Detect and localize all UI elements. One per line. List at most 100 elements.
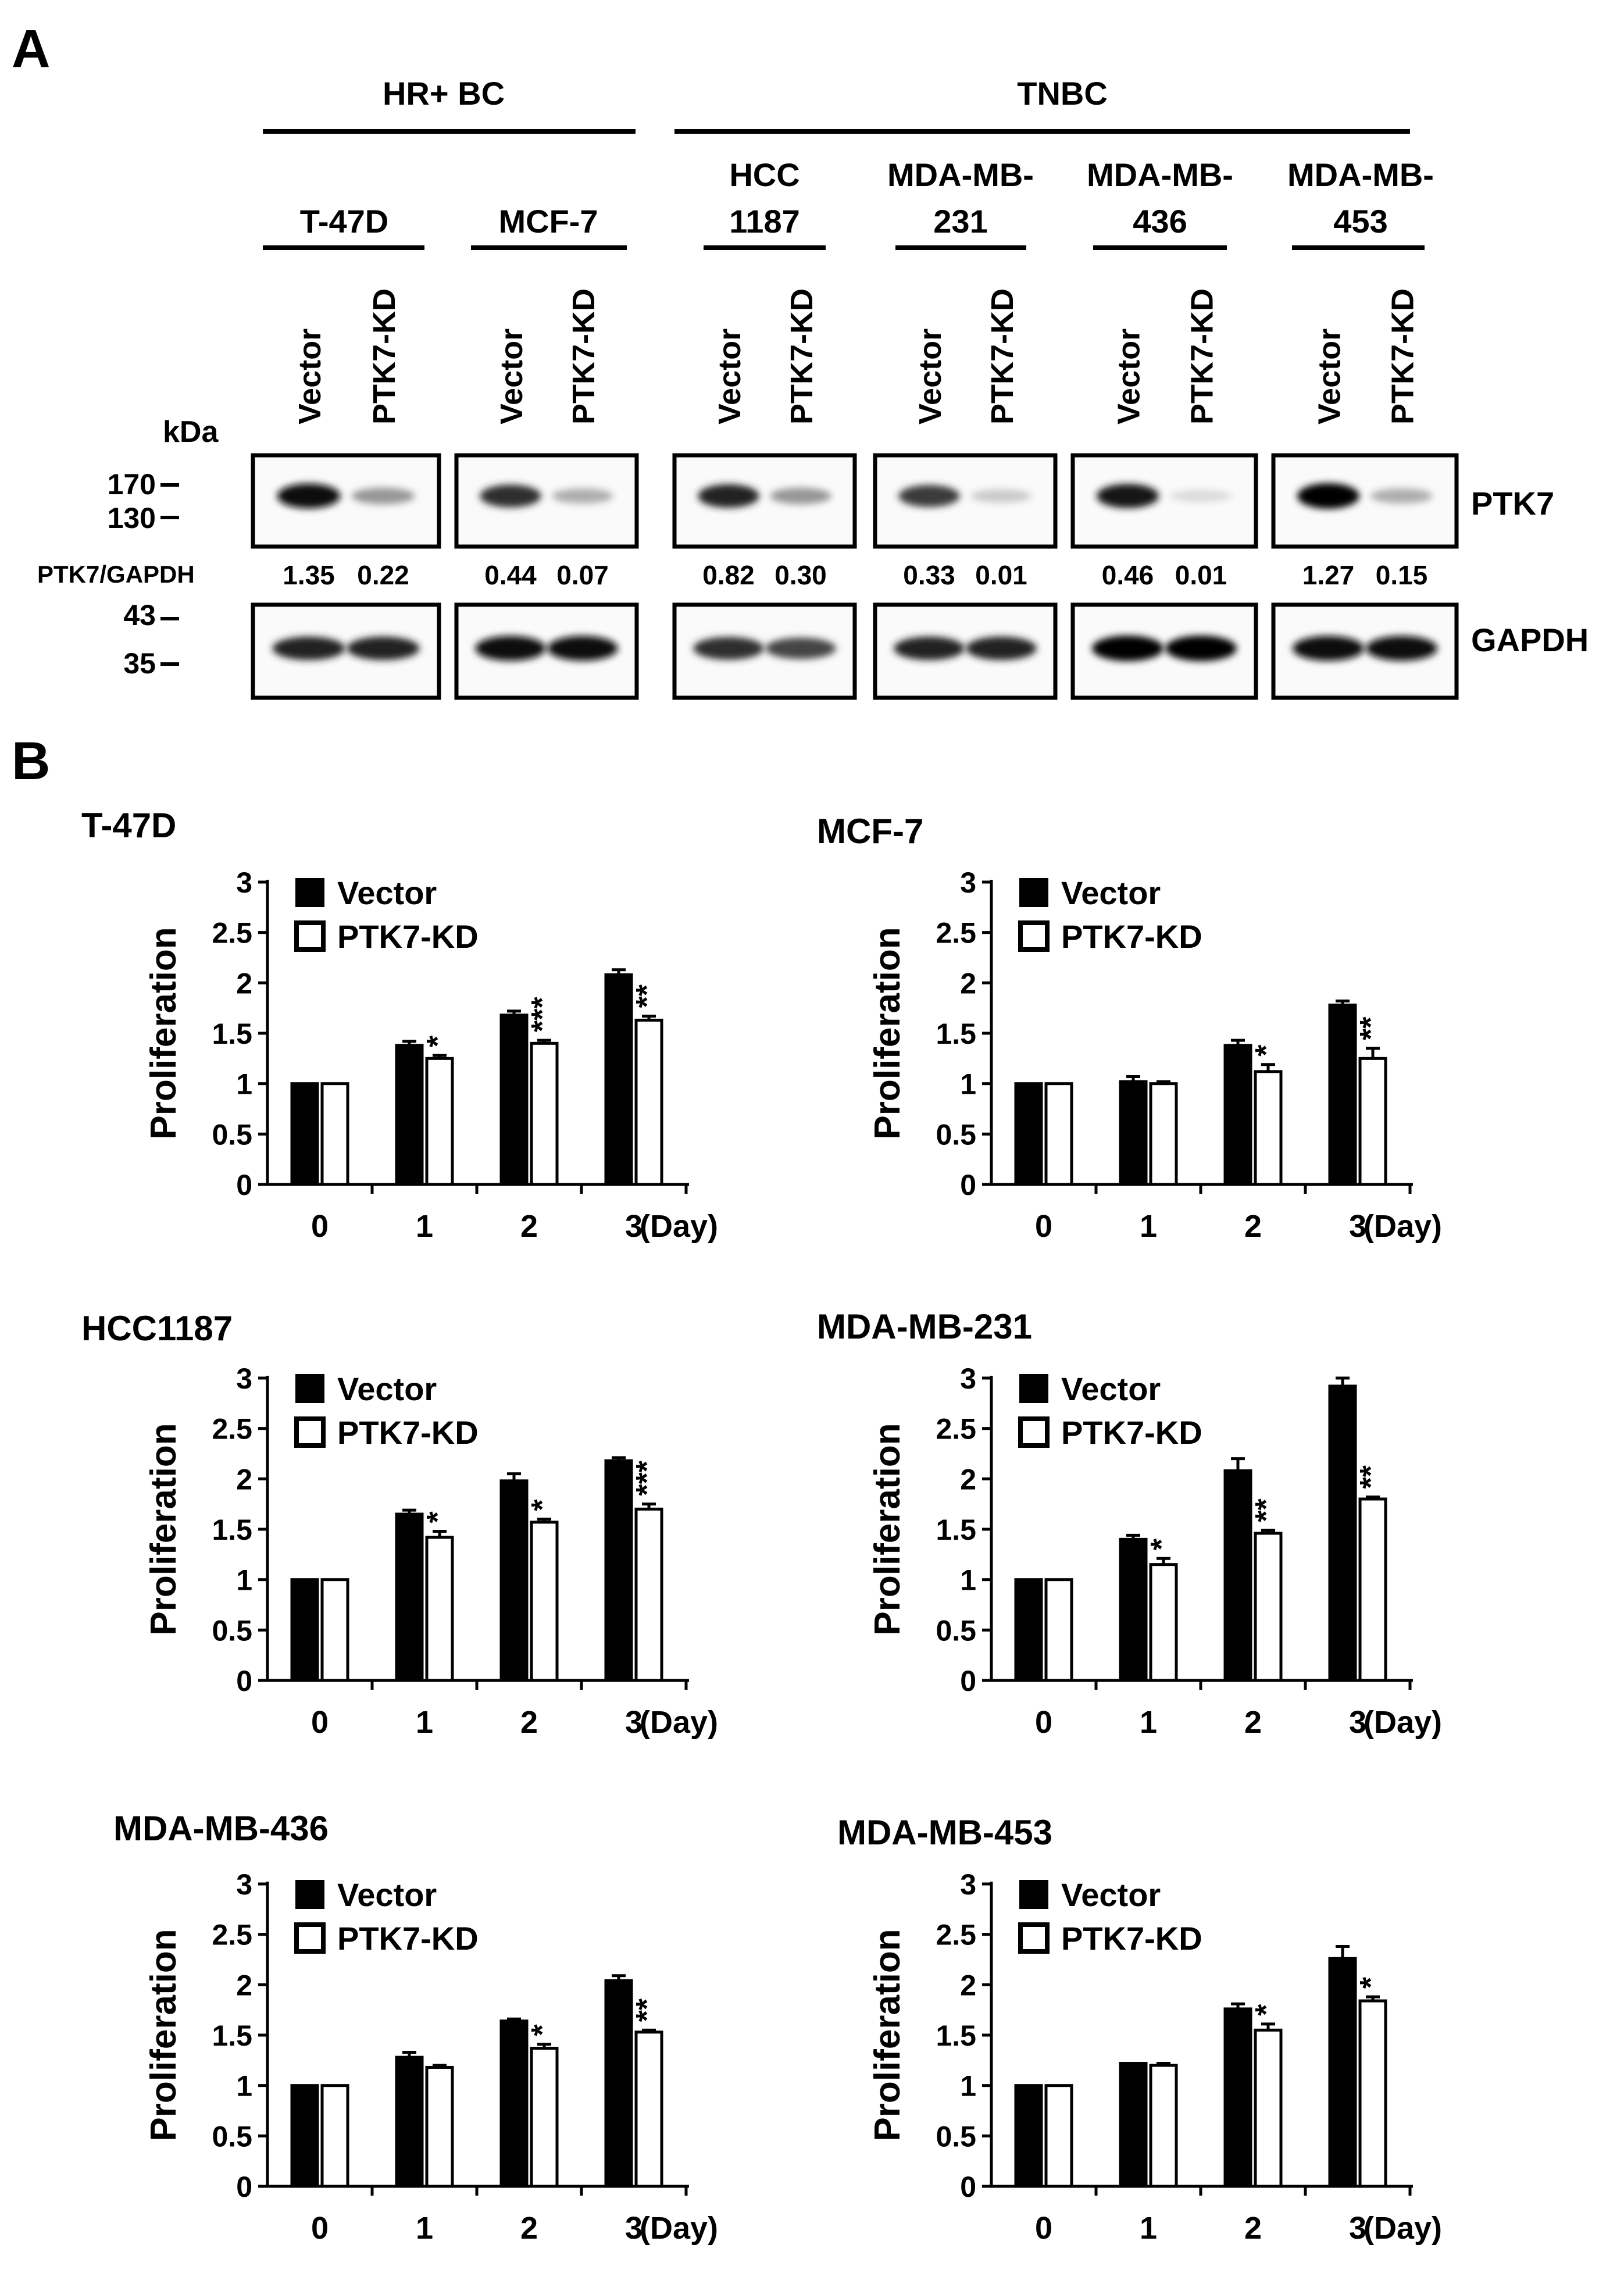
legend-label-ptk7-kd: PTK7-KD xyxy=(1061,918,1202,955)
bar-vector xyxy=(604,1979,633,2188)
cell-line-label-mdamb231-line1: MDA-MB- xyxy=(887,156,1034,193)
ptk7-blot-box xyxy=(1070,453,1258,549)
bar-chart: MDA-MB-231 0 0.5 1 1.5 2 2.5 3 Proliferation 0 * 1 *… xyxy=(817,1307,1442,1740)
band-label-ptk7: PTK7 xyxy=(1471,485,1554,522)
ptk7-band-vector xyxy=(277,483,341,509)
legend-swatch-vector xyxy=(1019,878,1048,907)
y-tick-label: 1 xyxy=(236,1564,252,1597)
panel-a: A HR+ BC TNBC T-47D MCF-7 HCC 1187 MDA-M… xyxy=(12,19,1589,700)
bar-vector xyxy=(1119,1537,1148,1682)
bar-charts: T-47D00.511.522.53Proliferation0*1***2**… xyxy=(81,806,1442,2246)
y-tick-label: 1 xyxy=(960,1564,976,1597)
legend-swatch-ptk7-kd xyxy=(294,1922,326,1954)
legend-label-ptk7-kd: PTK7-KD xyxy=(337,918,479,955)
y-tick-label: 1 xyxy=(960,2070,976,2103)
bar-ptk7-kd xyxy=(320,1082,349,1186)
ratio-value-ptk7-kd: 0.07 xyxy=(556,560,609,590)
panel-b-label: B xyxy=(12,731,50,791)
legend-label-vector: Vector xyxy=(337,1371,437,1407)
legend-label-vector: Vector xyxy=(1061,875,1161,911)
bar-vector xyxy=(1328,1957,1357,2188)
cell-line-label-mdamb453-line2: 453 xyxy=(1333,203,1387,240)
significance-marker: *** xyxy=(526,997,559,1032)
significance-marker: * xyxy=(1250,2004,1283,2016)
bar-ptk7-kd xyxy=(1149,2064,1178,2188)
gapdh-band-vector xyxy=(1292,636,1365,661)
ratio-value-ptk7-kd: 0.30 xyxy=(774,560,827,590)
x-tick-label: 2 xyxy=(520,2211,538,2246)
bar-vector xyxy=(499,1013,529,1186)
bar-chart: MDA-MB-453 0 0.5 1 1.5 2 2.5 3 Proliferation 0 1 * 2… xyxy=(837,1813,1442,2246)
bar-vector xyxy=(1223,2007,1252,2188)
bar-ptk7-kd xyxy=(1358,1497,1387,1682)
bar-ptk7-kd xyxy=(320,2084,349,2188)
significance-marker: * xyxy=(421,1035,455,1047)
bar-vector xyxy=(604,1459,633,1682)
y-tick-label: 1 xyxy=(960,1068,976,1101)
bar-ptk7-kd xyxy=(1044,2084,1073,2188)
y-tick-label: 0 xyxy=(236,2171,252,2203)
ratio-value-ptk7-kd: 0.01 xyxy=(1175,560,1227,590)
y-tick-label: 1 xyxy=(236,1068,252,1101)
gapdh-band-ptk7-kd xyxy=(765,637,836,659)
bar-ptk7-kd xyxy=(1254,1532,1283,1682)
x-tick-label: 2 xyxy=(1244,1705,1262,1740)
y-axis-label: Proliferation xyxy=(144,1929,184,2141)
legend-swatch-ptk7-kd xyxy=(1018,920,1050,952)
bar-ptk7-kd xyxy=(320,1578,349,1682)
ptk7-band-ptk7-kd xyxy=(351,487,415,505)
group-label-hr: HR+ BC xyxy=(383,75,505,112)
x-tick-label: 1 xyxy=(416,1209,433,1244)
bar-ptk7-kd xyxy=(634,1018,663,1186)
bar-chart: HCC1187 0 0.5 1 1.5 2 2.5 3 Proliferation 0 * 1 * 2 **… xyxy=(81,1309,718,1740)
y-axis-label: Proliferation xyxy=(868,1929,908,2141)
y-tick-label: 0 xyxy=(960,1665,976,1697)
bar-ptk7-kd xyxy=(1149,1082,1178,1186)
lane-label-vector: Vector xyxy=(494,329,529,424)
y-tick-label: 2.5 xyxy=(212,917,252,950)
y-tick-label: 2.5 xyxy=(936,1919,976,1951)
bar-ptk7-kd xyxy=(530,1521,559,1682)
x-tick-label: 1 xyxy=(1140,2211,1157,2246)
x-tick-label: 0 xyxy=(1035,1705,1052,1740)
bar-vector xyxy=(290,2084,319,2188)
lane-label-vector: Vector xyxy=(1312,329,1347,424)
x-tick-label: 3 xyxy=(1349,1209,1366,1244)
bar-ptk7-kd xyxy=(1358,1057,1387,1186)
lane-label-vector: Vector xyxy=(292,329,327,424)
bar-ptk7-kd xyxy=(634,2030,663,2188)
legend-label-ptk7-kd: PTK7-KD xyxy=(337,1920,479,1957)
lane-label-ptk7-kd: PTK7-KD xyxy=(1185,288,1220,424)
y-tick-label: 3 xyxy=(236,1868,252,1901)
y-tick-label: 3 xyxy=(236,1362,252,1395)
legend-swatch-ptk7-kd xyxy=(294,920,326,952)
y-tick-label: 1 xyxy=(236,2070,252,2103)
chart-title: T-47D xyxy=(81,806,176,845)
bar-vector xyxy=(395,2055,424,2188)
ptk7-band-vector xyxy=(480,484,541,508)
cell-line-label-t47d: T-47D xyxy=(300,203,389,240)
legend-label-vector: Vector xyxy=(337,1876,437,1913)
y-tick-label: 0.5 xyxy=(212,1614,252,1647)
legend-label-ptk7-kd: PTK7-KD xyxy=(1061,1920,1202,1957)
x-tick-label: 2 xyxy=(1244,1209,1262,1244)
bar-vector xyxy=(395,1512,424,1682)
significance-marker: *** xyxy=(630,1460,664,1496)
y-tick-label: 2 xyxy=(960,1463,976,1496)
bar-ptk7-kd xyxy=(530,2047,559,2188)
x-axis-unit: (Day) xyxy=(1364,1209,1442,1244)
bar-ptk7-kd xyxy=(1044,1578,1073,1682)
bar-vector xyxy=(1328,1003,1357,1186)
significance-marker: * xyxy=(526,2024,559,2036)
x-tick-label: 3 xyxy=(625,1705,643,1740)
ratio-value-ptk7-kd: 0.15 xyxy=(1376,560,1428,590)
y-tick-label: 2 xyxy=(960,967,976,1000)
bar-ptk7-kd xyxy=(634,1507,663,1682)
ratio-value-ptk7-kd: 0.22 xyxy=(357,560,409,590)
blot-panels: Vector PTK7-KD 1.35 0.22 Vector PTK7-KD 0.44 0.… xyxy=(251,288,1459,700)
gapdh-band-vector xyxy=(693,637,764,660)
y-tick-label: 2.5 xyxy=(212,1919,252,1951)
marker-35: 35 xyxy=(123,647,156,680)
significance-marker: * xyxy=(526,1499,559,1511)
